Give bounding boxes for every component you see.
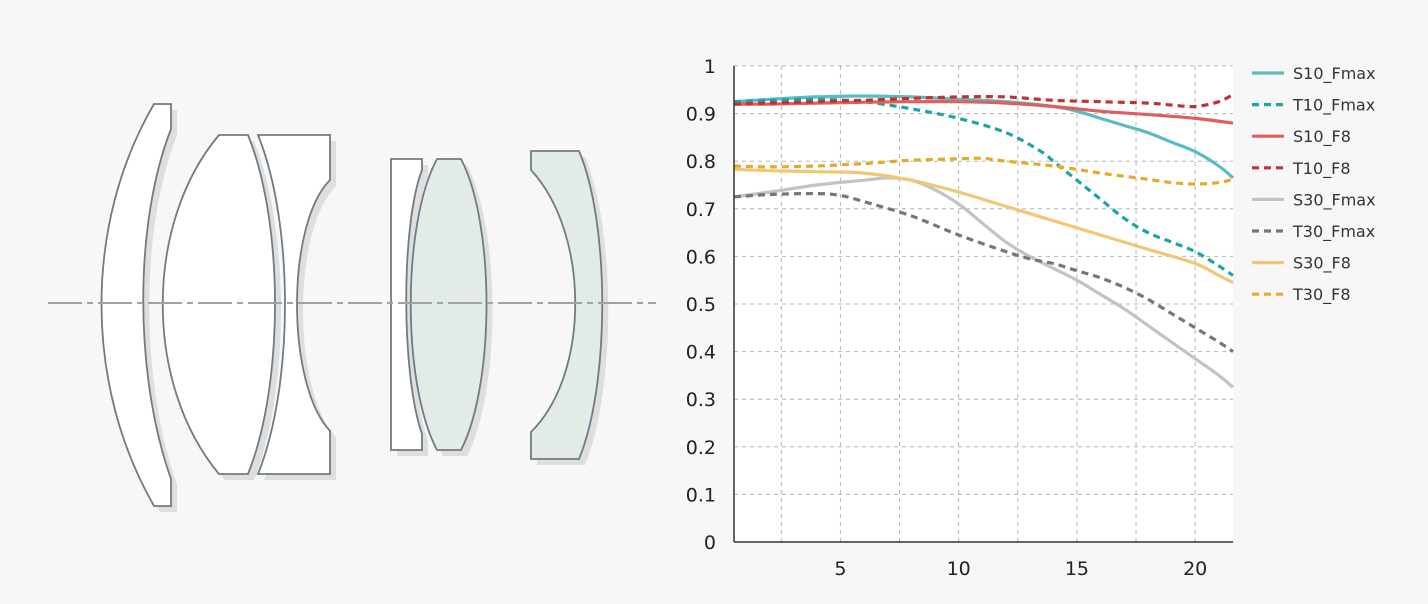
series-line-t30-fmax [733,191,1234,353]
legend-label: T30_F8 [1292,285,1351,305]
legend-item: S10_F8 [1252,127,1351,147]
legend-label: T10_F8 [1292,159,1351,179]
legend-label: S30_Fmax [1293,190,1376,210]
legend-label: T10_Fmax [1292,96,1375,116]
y-tick-label: 0.8 [686,151,716,173]
mtf-chart: 0 0.1 0.2 0.3 0.4 0.5 0.6 0.7 0.8 0.9 1 5 10 15 20 [686,56,1235,580]
lens-element-1 [100,103,172,507]
y-tick-label: 0.1 [686,484,716,506]
legend-item: T30_F8 [1252,285,1351,305]
lens-element-6 [530,150,604,460]
legend-item: T10_Fmax [1252,96,1375,116]
series-line-t30-f8 [733,156,1234,186]
series-line-s30-f8 [733,167,1234,285]
y-tick-label: 0.6 [686,246,716,268]
legend-label: T30_Fmax [1292,222,1375,242]
x-tick-label: 20 [1183,558,1207,580]
y-tick-label: 0.3 [686,389,716,411]
lens-construction-diagram [48,103,656,512]
x-tick-label: 5 [834,558,846,580]
y-tick-label: 0.4 [686,342,716,364]
horizontal-gridlines [734,65,1233,495]
legend-label: S30_F8 [1293,254,1351,274]
y-tick-labels: 0 0.1 0.2 0.3 0.4 0.5 0.6 0.7 0.8 0.9 1 [686,56,716,554]
y-tick-label: 0.7 [686,199,716,221]
legend-label: S10_Fmax [1293,64,1376,84]
legend-label: S10_F8 [1293,127,1351,147]
series-lines [733,93,1235,389]
lens-element-3 [256,134,331,475]
series-line-t10-fmax [733,97,1234,277]
lens-element-4 [390,158,423,451]
legend-item: S30_F8 [1252,254,1351,274]
series-line-t10-f8 [733,93,1234,109]
y-tick-label: 0.9 [686,104,716,126]
y-tick-label: 0.2 [686,437,716,459]
x-tick-labels: 5 10 15 20 [834,558,1207,580]
y-tick-label: 0.5 [686,294,716,316]
lens-element-5 [409,158,488,451]
y-tick-label: 0 [704,532,716,554]
x-tick-label: 10 [947,558,971,580]
legend-item: S30_Fmax [1252,190,1376,210]
series-line-s30-fmax [733,176,1235,389]
x-tick-label: 15 [1065,558,1089,580]
y-tick-label: 1 [704,56,716,78]
lens-element-2 [161,134,276,475]
legend-item: S10_Fmax [1252,64,1376,84]
legend-item: T10_F8 [1252,159,1351,179]
chart-legend: S10_Fmax T10_Fmax S10_F8 T10_F8 S30_Fmax T30_… [1252,64,1376,305]
legend-item: T30_Fmax [1252,222,1375,242]
